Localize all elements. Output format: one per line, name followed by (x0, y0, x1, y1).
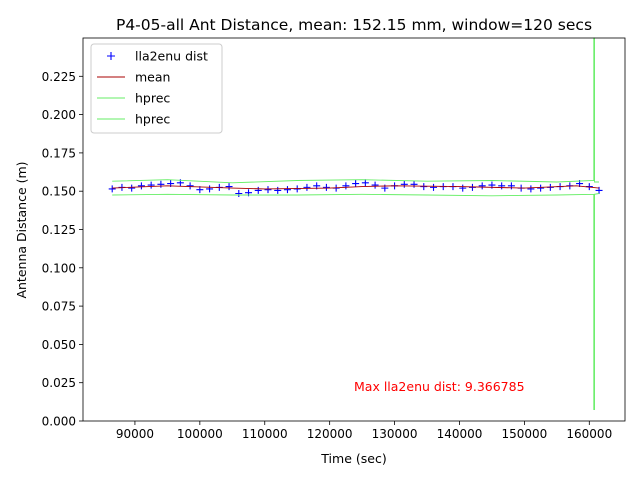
y-tick-label: 0.050 (42, 338, 76, 352)
data-point (157, 180, 165, 188)
data-point (595, 186, 603, 194)
data-point (342, 182, 350, 190)
data-point (537, 184, 545, 192)
legend-item: hprec (97, 91, 170, 106)
legend-swatch (107, 52, 115, 60)
x-tick-label: 160000 (566, 427, 612, 441)
legend-label: mean (135, 70, 170, 85)
legend-item: lla2enu dist (107, 49, 208, 64)
x-tick-label: 140000 (437, 427, 483, 441)
data-point (410, 180, 418, 188)
y-tick-label: 0.150 (42, 185, 76, 199)
data-point (147, 181, 155, 189)
series-line (112, 185, 600, 190)
data-point (137, 182, 145, 190)
data-point (352, 180, 360, 188)
data-point (225, 183, 233, 191)
legend-item: mean (97, 70, 170, 85)
y-tick-label: 0.100 (42, 261, 76, 275)
data-point (254, 186, 262, 194)
data-point (400, 180, 408, 188)
data-point (498, 182, 506, 190)
x-tick-label: 130000 (372, 427, 418, 441)
data-point (527, 185, 535, 193)
series-line (112, 193, 600, 410)
legend-label: hprec (135, 91, 170, 106)
data-point (303, 183, 311, 191)
data-point (186, 182, 194, 190)
x-tick-label: 120000 (307, 427, 353, 441)
y-tick-label: 0.175 (42, 146, 76, 160)
y-axis: 0.000 0.025 0.050 0.075 0.100 0.125 0.150 0.175… (42, 70, 83, 429)
data-point (206, 185, 214, 193)
x-tick-label: 110000 (242, 427, 288, 441)
legend-label: lla2enu dist (135, 49, 208, 64)
legend-box (90, 43, 223, 134)
y-tick-label: 0.075 (42, 300, 76, 314)
data-point (108, 185, 116, 193)
y-tick-label: 0.125 (42, 223, 76, 237)
x-tick-label: 100000 (177, 427, 223, 441)
x-axis: 90000 100000 110000 120000 130000 140000 15000… (116, 421, 612, 441)
data-point (283, 186, 291, 194)
data-point (459, 184, 467, 192)
chart-title: P4-05-all Ant Distance, mean: 152.15 mm,… (116, 16, 592, 34)
data-point (371, 181, 379, 189)
data-point (478, 182, 486, 190)
series-3 (112, 193, 600, 410)
legend-item: hprec (97, 112, 170, 127)
y-tick-label: 0.025 (42, 376, 76, 390)
data-point (322, 183, 330, 191)
x-tick-label: 150000 (501, 427, 547, 441)
legend-label: hprec (135, 112, 170, 127)
series-1 (112, 185, 600, 190)
data-point (361, 179, 369, 187)
x-tick-label: 90000 (116, 427, 154, 441)
annotation-max-dist: Max lla2enu dist: 9.366785 (354, 379, 525, 394)
x-axis-label: Time (sec) (320, 451, 386, 466)
data-point (235, 189, 243, 197)
legend: lla2enu dist mean hprec hprec (90, 43, 223, 134)
y-tick-label: 0.225 (42, 70, 76, 84)
y-tick-label: 0.000 (42, 415, 76, 429)
data-point (128, 184, 136, 192)
data-point (430, 183, 438, 191)
y-tick-label: 0.200 (42, 108, 76, 122)
data-point (264, 186, 272, 194)
data-point (274, 186, 282, 194)
y-axis-label: Antenna Distance (m) (14, 161, 29, 298)
